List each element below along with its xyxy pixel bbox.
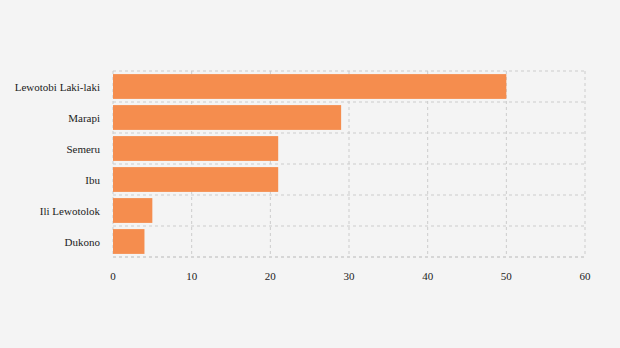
bar [113,229,144,254]
category-label: Dukono [65,236,101,248]
grid-line-horizontal [113,257,585,258]
tick-label: 30 [344,270,356,282]
bar [113,198,152,223]
category-label: Marapi [68,112,100,124]
chart: Lewotobi Laki-laki Marapi Semeru Ibu Ili Lew… [0,0,620,348]
tick-label: 10 [186,270,198,282]
grid-line-horizontal [113,226,585,227]
background [0,0,620,348]
category-label: Ibu [85,174,100,186]
grid-line [349,71,350,257]
grid-line [585,71,586,257]
bar [113,74,506,99]
tick-label: 0 [110,270,116,282]
grid-line [427,71,428,257]
category-label: Ili Lewotolok [40,205,101,217]
grid-line [506,71,507,257]
tick-label: 20 [265,270,277,282]
category-label: Semeru [66,143,100,155]
tick-label: 40 [422,270,434,282]
grid-line [191,71,192,257]
grid-line [270,71,271,257]
bar [113,105,341,130]
grid-line-horizontal [113,195,585,196]
category-label: Lewotobi Laki-laki [15,81,100,93]
bar [113,136,278,161]
axis-line [113,257,585,258]
bar [113,167,278,192]
bars [113,74,506,254]
tick-label: 50 [501,270,513,282]
tick-label: 60 [580,270,592,282]
